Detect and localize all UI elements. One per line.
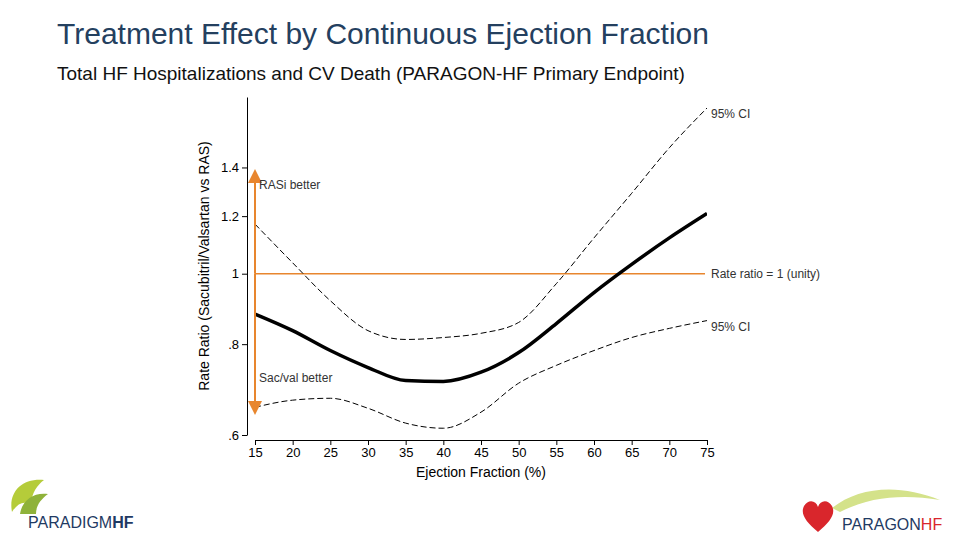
x-tick-label: 50 [512, 445, 526, 460]
x-tick: 55 [550, 440, 564, 460]
logo-text: PARADIGMHF [28, 514, 134, 531]
y-tick-label: .6 [228, 428, 239, 443]
x-tick-label: 60 [587, 445, 601, 460]
logo-right: PARAGONHF [803, 490, 943, 533]
x-tick-label: 15 [248, 445, 262, 460]
y-tick: 1.2 [221, 209, 247, 224]
x-tick: 35 [399, 440, 413, 460]
logo-text: PARAGONHF [842, 516, 942, 533]
x-tick-label: 25 [324, 445, 338, 460]
reference-label: Rate ratio = 1 (unity) [711, 267, 820, 281]
x-tick: 45 [474, 440, 488, 460]
x-tick-label: 20 [286, 445, 300, 460]
x-tick: 75 [700, 440, 714, 460]
logo-leaf [20, 494, 48, 514]
x-tick: 60 [587, 440, 601, 460]
ci-line [255, 321, 707, 429]
y-tick: .6 [228, 428, 247, 443]
x-tick-label: 40 [437, 445, 451, 460]
x-tick: 40 [437, 440, 451, 460]
x-tick: 65 [625, 440, 639, 460]
x-tick: 70 [663, 440, 677, 460]
ci-line [255, 108, 707, 339]
y-tick: 1 [232, 266, 247, 281]
x-axis-title: Ejection Fraction (%) [416, 464, 546, 480]
y-tick-mark [242, 216, 247, 217]
series-label: 95% CI [711, 320, 750, 334]
arrow-up [254, 176, 256, 274]
logo-left: PARADIGMHF [11, 480, 133, 531]
subtitle: Total HF Hospitalizations and CV Death (… [57, 63, 685, 84]
y-tick-label: .8 [228, 337, 239, 352]
logo-swoosh [832, 490, 940, 512]
y-tick: 1.4 [221, 160, 247, 175]
y-tick-mark [242, 344, 247, 345]
title: Treatment Effect by Continuous Ejection … [57, 17, 709, 50]
y-tick-mark [242, 435, 247, 436]
y-axis-title: Rate Ratio (Sacubitril/Valsartan vs RAS) [196, 141, 212, 391]
y-tick-label: 1.4 [221, 160, 239, 175]
x-tick-label: 75 [700, 445, 714, 460]
x-tick-label: 35 [399, 445, 413, 460]
x-tick-label: 55 [550, 445, 564, 460]
x-tick-label: 70 [663, 445, 677, 460]
series-label: 95% CI [711, 107, 750, 121]
x-tick-label: 45 [474, 445, 488, 460]
y-tick-label: 1.2 [221, 209, 239, 224]
annotation: RASi better [259, 178, 320, 192]
logo-heart [803, 501, 833, 532]
plot-area [255, 108, 707, 428]
x-tick-label: 30 [361, 445, 375, 460]
logo-text-main: PARAGON [842, 516, 921, 533]
y-tick-mark [242, 167, 247, 168]
reference-line [255, 273, 705, 275]
annotation: Sac/val better [259, 371, 332, 385]
logo-text-suffix: HF [921, 516, 943, 533]
y-tick: .8 [228, 337, 247, 352]
x-axis: 15 20 25 30 35 40 45 50 55 60 65 70 75 [248, 440, 714, 460]
y-tick-label: 1 [232, 266, 239, 281]
rate-ratio-line [255, 214, 707, 382]
logo-text-suffix: HF [112, 514, 134, 531]
x-tick: 20 [286, 440, 300, 460]
chart: Treatment Effect by Continuous Ejection … [0, 0, 960, 540]
arrow-down [254, 274, 256, 408]
x-tick: 30 [361, 440, 375, 460]
logo-text-main: PARADIGM [28, 514, 112, 531]
x-tick: 50 [512, 440, 526, 460]
x-tick-label: 65 [625, 445, 639, 460]
x-tick: 25 [324, 440, 338, 460]
y-axis-line [247, 98, 248, 436]
x-tick: 15 [248, 440, 262, 460]
y-axis: .6 .8 1 1.2 1.4 [221, 98, 248, 443]
y-tick-mark [242, 274, 247, 275]
